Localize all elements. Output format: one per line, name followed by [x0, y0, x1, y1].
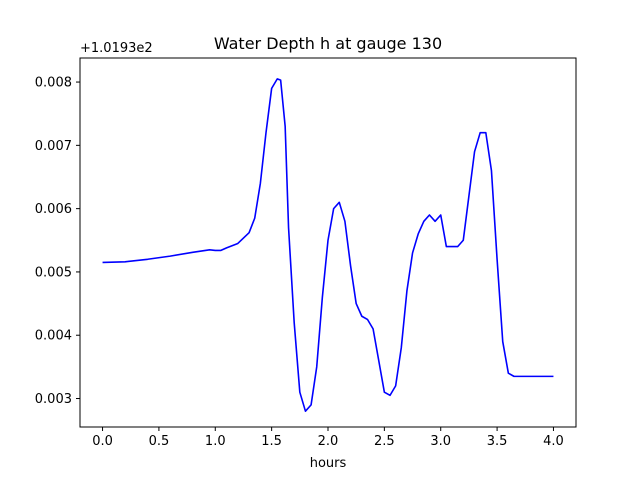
y-axis: 0.003 0.004 0.005 0.006 0.007 0.008	[35, 76, 80, 407]
y-tick-label: 0.008	[35, 76, 72, 91]
x-tick-label: 2.5	[374, 434, 395, 449]
x-tick-label: 1.5	[261, 434, 282, 449]
x-axis: 0.0 0.5 1.0 1.5 2.0 2.5 3.0 3.5 4.0	[92, 427, 564, 449]
y-tick-label: 0.006	[35, 202, 72, 217]
x-tick-label: 3.0	[430, 434, 451, 449]
x-tick-label: 3.5	[487, 434, 508, 449]
x-axis-label: hours	[310, 456, 347, 471]
y-tick-label: 0.005	[35, 265, 72, 280]
y-tick-label: 0.004	[35, 329, 72, 344]
plot-area	[79, 57, 577, 428]
x-tick-label: 0.5	[149, 434, 170, 449]
x-tick-label: 0.0	[92, 434, 113, 449]
x-tick-label: 4.0	[543, 434, 564, 449]
chart-title: Water Depth h at gauge 130	[214, 34, 442, 53]
x-tick-label: 1.0	[205, 434, 226, 449]
y-tick-label: 0.007	[35, 139, 72, 154]
y-tick-label: 0.003	[35, 392, 72, 407]
series-line-0	[102, 78, 554, 412]
x-tick-label: 2.0	[318, 434, 339, 449]
y-offset-label: +1.0193e2	[80, 41, 153, 56]
